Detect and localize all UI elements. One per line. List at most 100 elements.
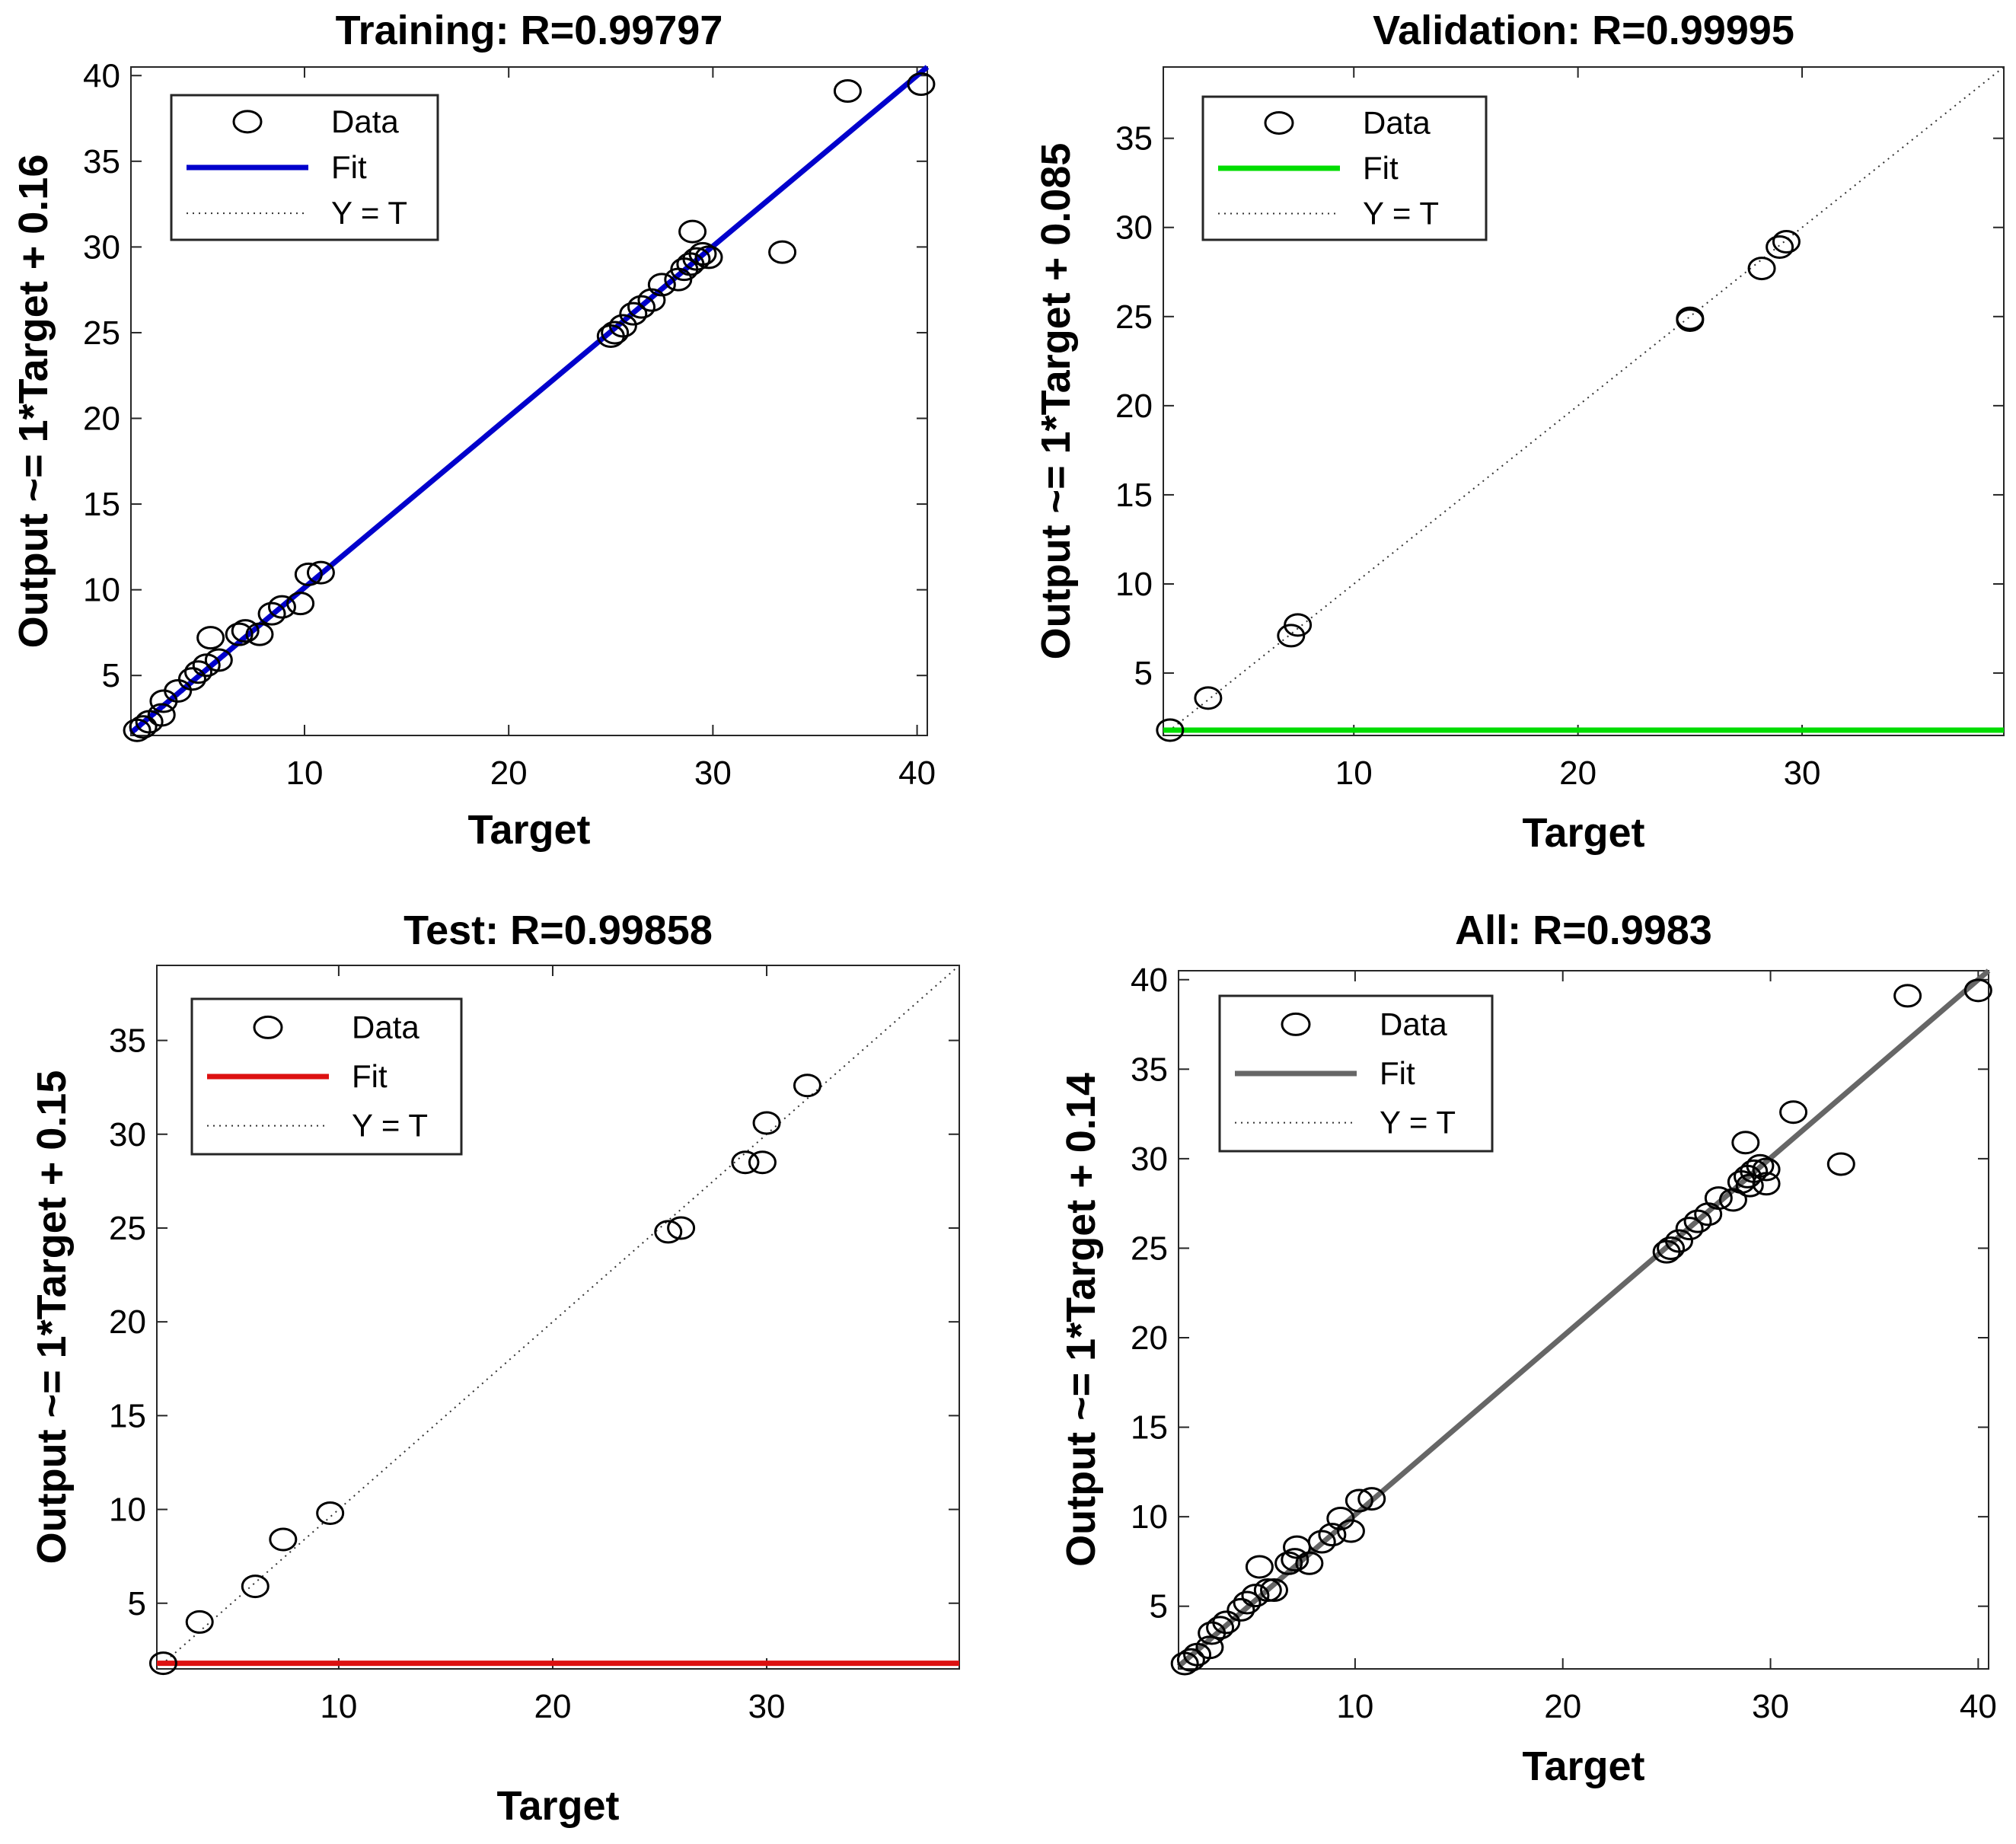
x-tick-label: 30 [1752, 1688, 1789, 1725]
data-point [1176, 1648, 1205, 1672]
x-axis-label: Target [467, 807, 590, 853]
data-point [196, 626, 225, 650]
y-tick-label: 15 [109, 1397, 146, 1434]
data-point [231, 619, 260, 643]
y-tick-label: 15 [83, 486, 120, 523]
legend-data-marker [1264, 110, 1294, 135]
data-point [907, 72, 936, 97]
data-point [257, 601, 286, 626]
data-point [1747, 257, 1776, 281]
x-tick-label: 10 [285, 755, 323, 792]
y-tick-label: 30 [1115, 209, 1153, 247]
x-axis-label: Target [496, 1783, 619, 1829]
data-point [306, 560, 335, 585]
y-axis-label: Output ~= 1*Target + 0.085 [1033, 143, 1079, 660]
y-tick-label: 25 [1115, 298, 1153, 336]
data-point [1345, 1488, 1373, 1513]
x-axis-label: Target [1522, 1744, 1644, 1789]
legend: Data Fit Y = T [170, 94, 439, 241]
legend: Data Fit Y = T [1218, 994, 1494, 1153]
data-point [286, 592, 315, 616]
x-tick-label: 40 [1960, 1688, 1997, 1725]
x-tick-label: 40 [898, 755, 936, 792]
data-point [241, 1574, 270, 1599]
data-point [1779, 1100, 1808, 1125]
data-point [1156, 718, 1185, 742]
data-point [129, 715, 158, 739]
data-point [1772, 229, 1801, 254]
y-tick-label: 10 [1115, 566, 1153, 603]
y-tick-label: 30 [83, 228, 120, 266]
identity-line [156, 965, 960, 1670]
y-tick-label: 20 [1131, 1319, 1168, 1357]
x-tick-label: 30 [748, 1688, 786, 1725]
data-point [147, 703, 176, 727]
data-point [1766, 234, 1794, 259]
data-point [294, 562, 323, 586]
legend-identity-label: Y = T [1380, 1105, 1456, 1141]
data-point [667, 1216, 696, 1240]
data-point [1752, 1172, 1781, 1196]
plot-panel-2: 10 20 30 5 10 15 20 25 30 35 Data Fit Y = T Validatio… [1033, 8, 2005, 856]
data-point [267, 595, 296, 619]
data-point [1295, 1551, 1324, 1575]
data-point [1281, 1548, 1309, 1572]
data-point [752, 1111, 781, 1135]
plot-title: All: R=0.9983 [1455, 908, 1712, 953]
data-point [148, 1651, 177, 1676]
data-point [184, 660, 213, 684]
data-point [1826, 1152, 1855, 1176]
data-point [637, 288, 666, 312]
data-point [185, 1610, 214, 1634]
data-point [1704, 1186, 1733, 1211]
y-tick-label: 20 [109, 1303, 146, 1341]
y-tick-label: 35 [1115, 120, 1153, 158]
y-tick-label: 30 [109, 1116, 146, 1153]
plot-title: Training: R=0.99797 [336, 8, 723, 53]
y-tick-label: 20 [1115, 388, 1153, 425]
data-point [1675, 1217, 1704, 1241]
legend-identity-label: Y = T [331, 195, 407, 231]
y-tick-label: 25 [1131, 1230, 1168, 1267]
data-point [164, 678, 193, 703]
x-tick-label: 20 [1559, 755, 1597, 792]
legend-fit-label: Fit [1363, 150, 1399, 186]
y-axis-label: Output ~= 1*Target + 0.15 [29, 1070, 75, 1565]
data-point [1752, 1157, 1781, 1182]
y-tick-label: 20 [83, 400, 120, 438]
data-point [1284, 613, 1313, 637]
legend: Data Fit Y = T [1201, 95, 1488, 241]
data-point [1735, 1173, 1764, 1198]
data-point [1336, 1519, 1365, 1543]
data-point [225, 622, 254, 646]
data-point [1326, 1506, 1355, 1530]
y-tick-label: 10 [109, 1491, 146, 1529]
data-point [1253, 1578, 1282, 1603]
data-point [768, 240, 797, 264]
y-tick-label: 35 [109, 1022, 146, 1060]
data-point [1893, 984, 1922, 1008]
y-tick-label: 15 [1131, 1409, 1168, 1447]
y-tick-label: 10 [1131, 1498, 1168, 1536]
data-point [694, 245, 723, 270]
data-point [1277, 624, 1306, 648]
data-point [627, 295, 656, 319]
data-point [204, 648, 233, 672]
y-tick-label: 25 [83, 314, 120, 352]
legend-fit-label: Fit [352, 1058, 388, 1094]
y-axis-label: Output ~= 1*Target + 0.16 [11, 155, 56, 649]
legend-fit-label: Fit [331, 149, 367, 185]
data-point [1357, 1487, 1386, 1511]
y-tick-label: 25 [109, 1210, 146, 1247]
data-point [647, 273, 676, 297]
y-axis-label: Output ~= 1*Target + 0.14 [1058, 1073, 1104, 1567]
legend-data-marker [253, 1015, 283, 1039]
data-point [1963, 978, 1992, 1003]
identity-line [1163, 66, 2005, 736]
data-point [833, 79, 862, 104]
y-tick-label: 10 [83, 572, 120, 609]
data-point [1683, 1209, 1712, 1233]
x-tick-label: 30 [1784, 755, 1821, 792]
x-tick-label: 10 [1335, 755, 1373, 792]
x-tick-label: 20 [1544, 1688, 1581, 1725]
